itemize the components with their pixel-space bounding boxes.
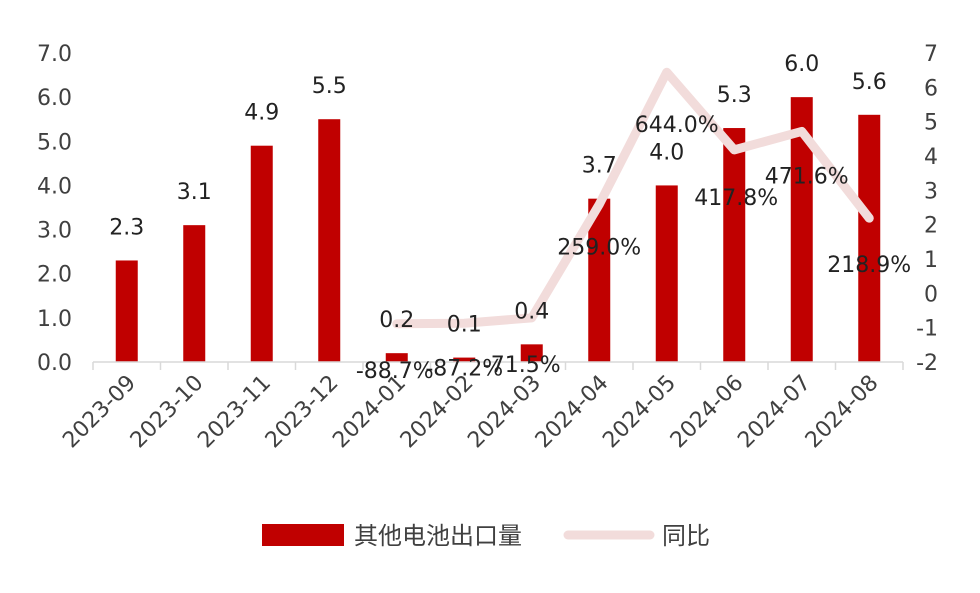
right-y-tick-label: 0 [924,282,938,307]
bar-2024-06 [723,128,746,362]
bar-data-label: 0.2 [379,308,414,333]
bar-2024-05 [655,185,678,362]
bar-2024-01 [385,353,408,362]
left-y-axis: 0.0 1.0 2.0 3.0 4.0 5.0 6.0 7.0 [37,42,72,376]
left-y-tick-label: 0.0 [37,351,72,376]
yoy-data-label: 417.8% [694,186,778,211]
bar-2023-11 [250,145,273,362]
left-y-tick-label: 1.0 [37,307,72,332]
x-tick-label: 2024-05 [598,371,681,454]
legend: 其他电池出口量 同比 [262,522,710,550]
bar-data-label: 0.4 [514,299,549,324]
right-y-tick-label: -2 [916,351,938,376]
right-y-tick-label: -1 [916,317,938,342]
yoy-data-label: -87.2% [425,356,503,381]
right-y-tick-label: 5 [924,111,938,136]
bar-data-labels: 2.3 3.1 4.9 5.5 0.2 0.1 0.4 3.7 4.0 5.3 6.0 5.6 [109,52,887,337]
legend-swatch-bar [262,524,344,546]
x-tick-label: 2023-12 [261,371,344,454]
x-tick-label: 2024-06 [666,371,749,454]
bar-data-label: 4.0 [649,140,684,165]
bar-data-label: 3.1 [177,180,212,205]
yoy-data-label: 218.9% [827,253,911,278]
yoy-data-label: 644.0% [635,113,719,138]
legend-label-bar: 其他电池出口量 [354,522,522,550]
left-y-tick-label: 5.0 [37,130,72,155]
bar-data-label: 4.9 [244,101,279,126]
bar-data-label: 0.1 [447,313,482,338]
bar-data-label: 5.5 [312,74,347,99]
x-tick-label: 2024-04 [531,371,614,454]
right-y-axis: -2 -1 0 1 2 3 4 5 6 7 [916,42,938,376]
right-y-tick-label: 1 [924,248,938,273]
x-tick-label: 2024-07 [733,371,816,454]
x-tick-label: 2024-08 [801,371,884,454]
right-y-tick-label: 7 [924,42,938,67]
right-y-tick-label: 4 [924,145,938,170]
bar-2024-08 [858,114,881,362]
bar-data-label: 2.3 [109,215,144,240]
left-y-tick-label: 6.0 [37,86,72,111]
right-y-tick-label: 3 [924,179,938,204]
right-y-tick-label: 2 [924,214,938,239]
yoy-data-label: 471.6% [765,164,849,189]
legend-label-line: 同比 [662,522,710,550]
yoy-data-label: -88.7% [356,359,434,384]
bar-2024-04 [588,198,611,362]
x-tick-label: 2024-03 [463,371,546,454]
x-tick-label: 2023-10 [126,371,209,454]
bar-2024-02 [453,357,476,362]
bar-data-label: 6.0 [784,52,819,77]
left-y-tick-label: 4.0 [37,174,72,199]
bar-data-label: 5.3 [717,83,752,108]
x-tick-label: 2023-11 [193,371,276,454]
bar-2024-07 [790,97,813,363]
right-y-tick-label: 6 [924,76,938,101]
left-y-tick-label: 2.0 [37,263,72,288]
yoy-data-label: 259.0% [557,235,641,260]
left-y-tick-label: 3.0 [37,219,72,244]
bar-data-label: 5.6 [852,70,887,95]
left-y-tick-label: 7.0 [37,42,72,67]
bar-2023-12 [318,119,341,362]
bar-2023-09 [115,260,138,362]
bar-2023-10 [183,225,206,362]
x-tick-label: 2023-09 [58,371,141,454]
yoy-line-series [392,67,874,329]
yoy-data-labels: -88.7%-87.2%-71.5% 259.0% 644.0% 417.8%471.… [356,113,911,384]
bar-data-label: 3.7 [582,154,617,179]
bar-series [115,97,881,363]
bar-2024-03 [520,344,543,362]
yoy-line [392,67,874,329]
yoy-data-label: -71.5% [483,353,561,378]
